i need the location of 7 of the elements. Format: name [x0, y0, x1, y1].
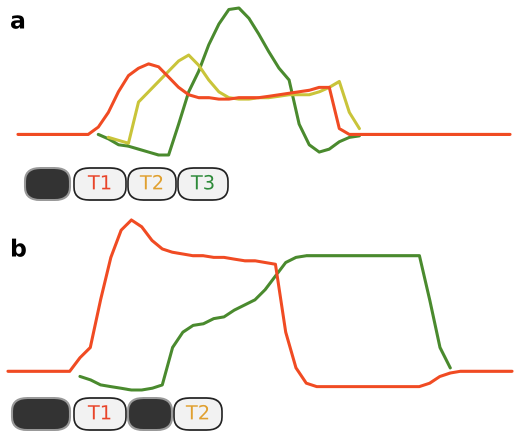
text: T1	[88, 175, 110, 190]
text: T2	[140, 174, 162, 190]
text: T3	[190, 174, 214, 190]
text: T1	[88, 405, 110, 420]
text: b	[12, 238, 26, 257]
text: T2	[186, 404, 208, 420]
chart-title: a	[11, 15, 24, 29]
